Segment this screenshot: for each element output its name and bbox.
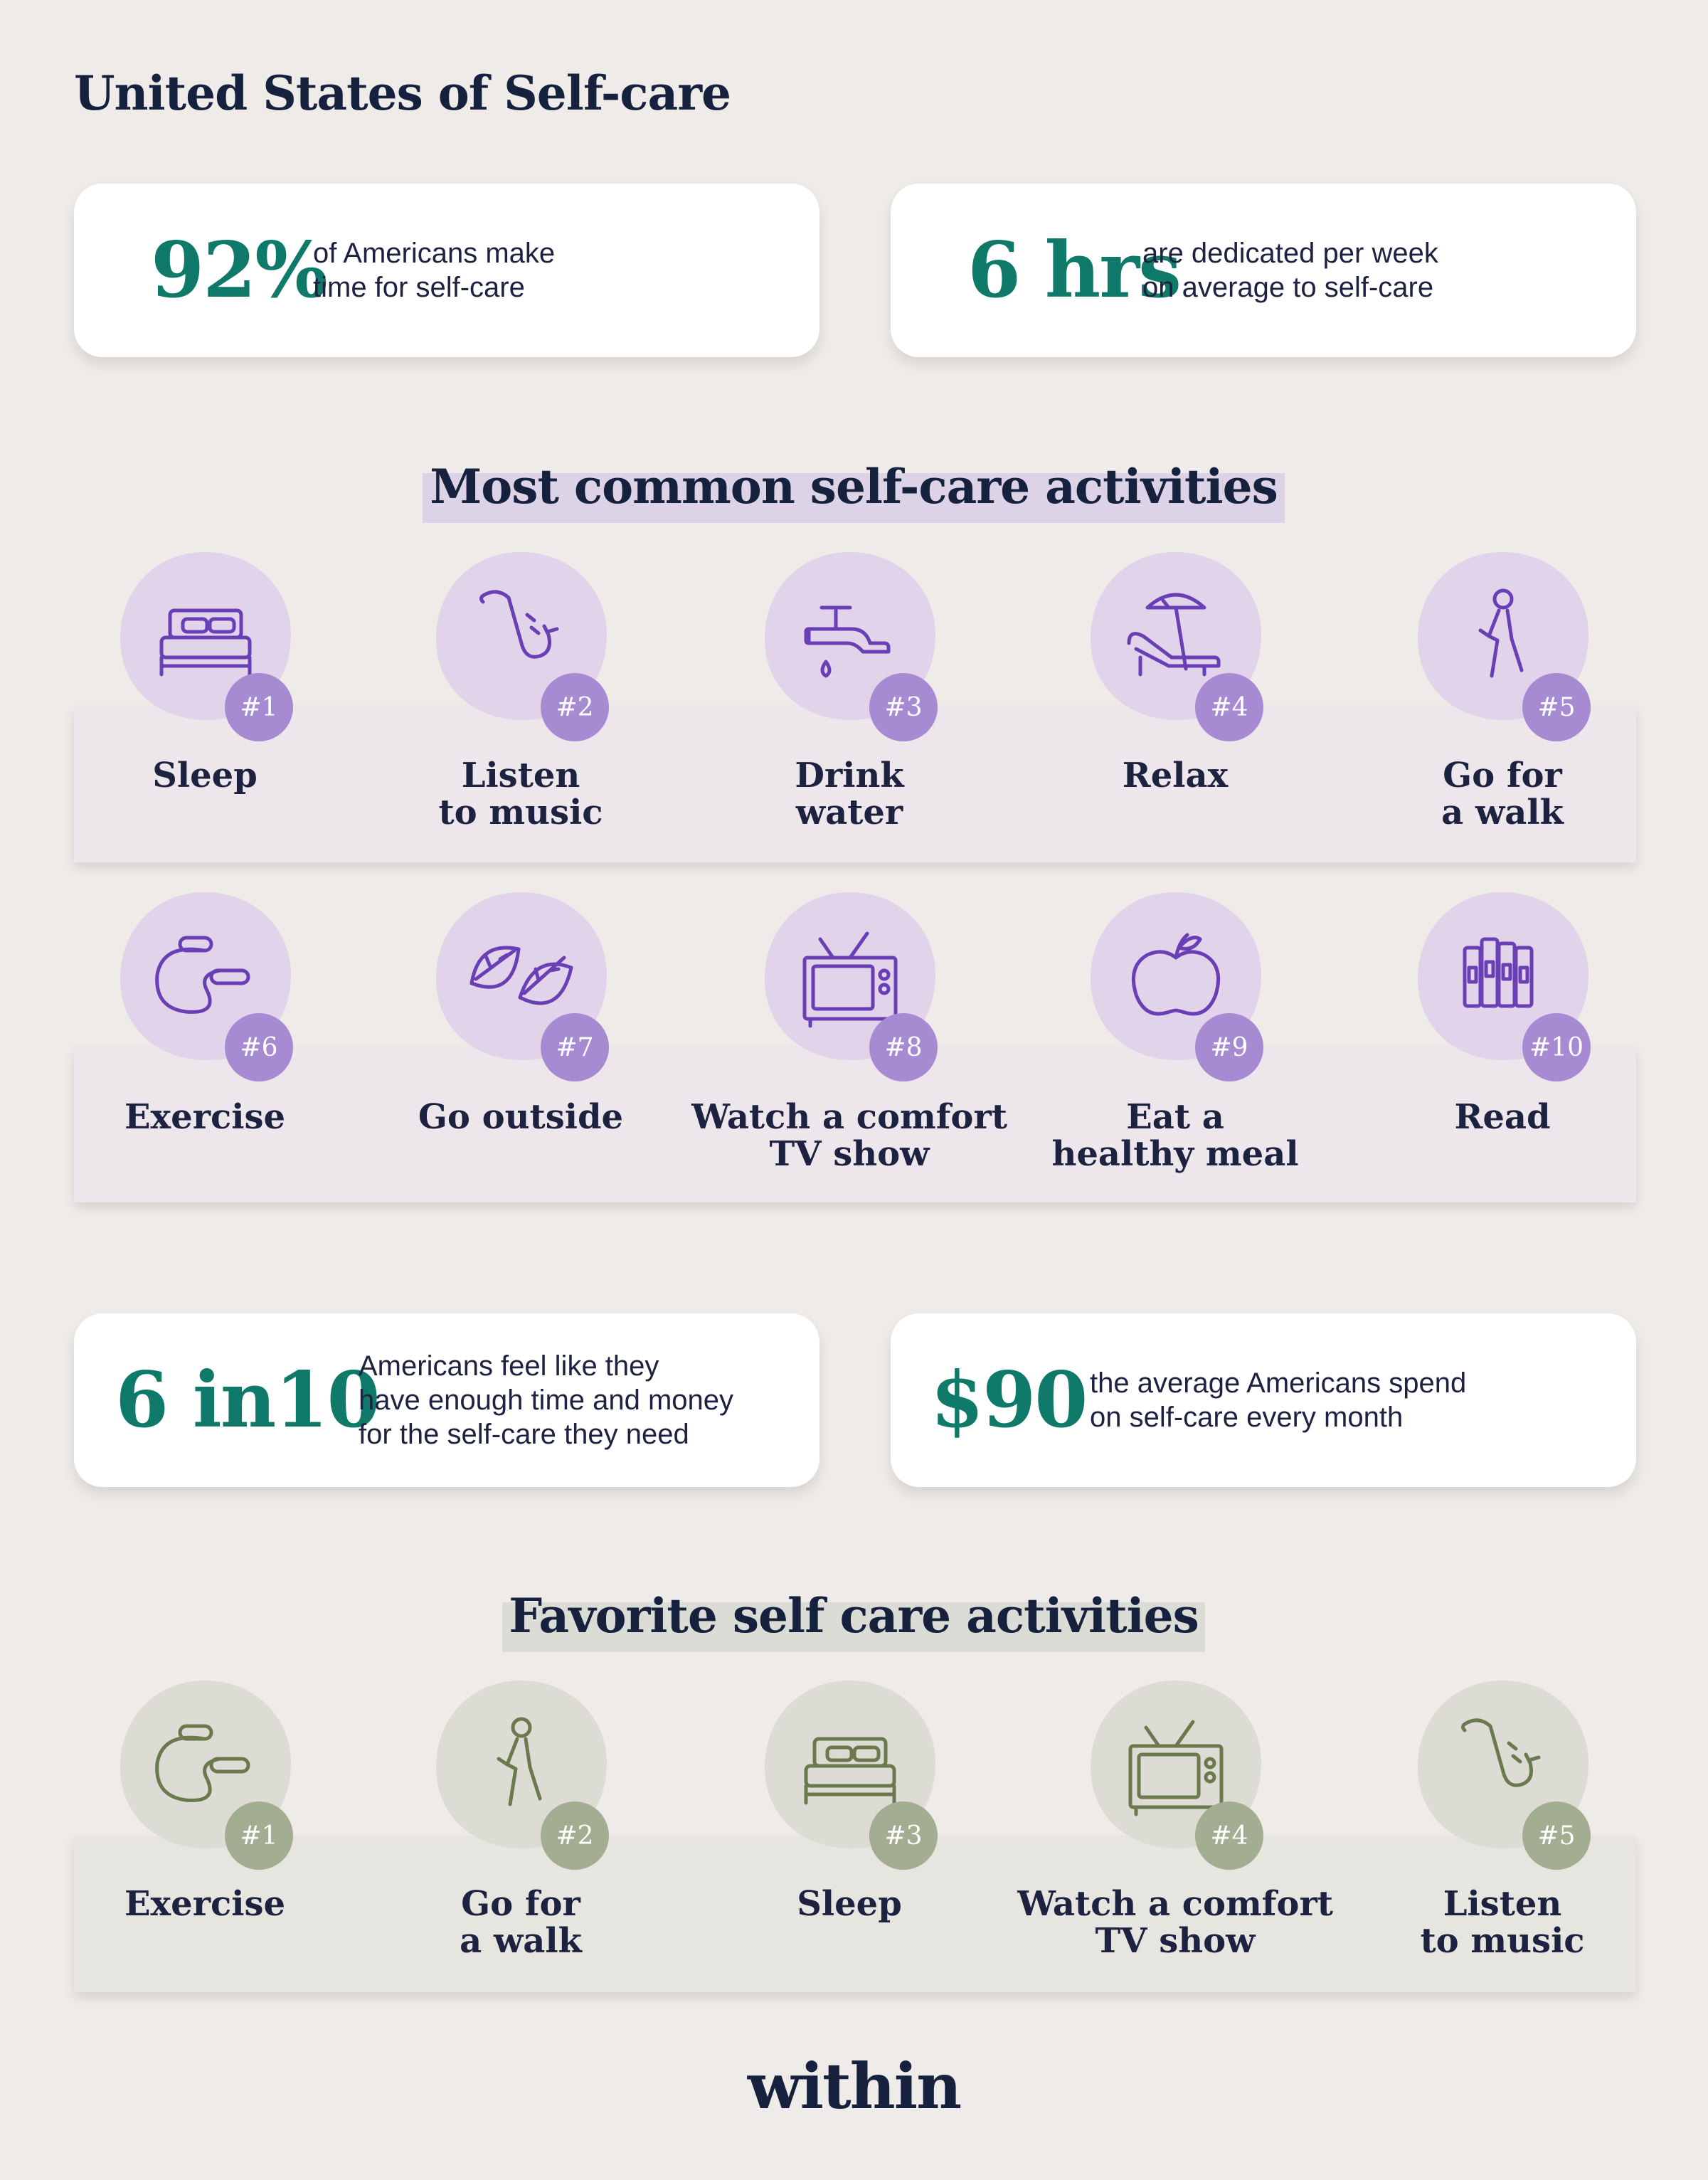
stat-description: are dedicated per week on average to sel… (1142, 184, 1438, 357)
faucet-icon (804, 605, 891, 678)
page-title: United States of Self-care (74, 65, 731, 121)
stat-description: Americans feel like they have enough tim… (359, 1313, 733, 1487)
section-heading-favorite: Favorite self care activities (502, 1588, 1205, 1652)
section-heading-text: Most common self-care activities (430, 459, 1278, 514)
rank-badge: #3 (869, 673, 938, 741)
activity-label: Sleep (797, 1884, 902, 1924)
stat-text-line: time for self-care (313, 272, 525, 303)
activity-label: Eat a healthy meal (1051, 1097, 1299, 1174)
beach-chair-icon (1127, 593, 1221, 677)
stat-text-line: on self-care every month (1090, 1402, 1404, 1433)
brand-logo: within (747, 2049, 962, 2123)
stat-text-line: are dedicated per week (1142, 238, 1438, 269)
activity-label: Relax (1122, 756, 1229, 795)
leaves-icon (470, 946, 573, 1005)
activity-label: Go outside (418, 1097, 624, 1137)
apple-icon (1131, 933, 1221, 1016)
stat-description: of Americans make time for self-care (313, 184, 555, 357)
rank-badge: #6 (225, 1013, 293, 1081)
section-heading-text: Favorite self care activities (509, 1588, 1199, 1644)
rank-badge: #7 (541, 1013, 609, 1081)
rank-badge: #5 (1522, 1801, 1591, 1870)
activity-label: Read (1454, 1097, 1551, 1137)
walking-person-icon (1478, 588, 1524, 678)
stat-text-line: have enough time and money (359, 1385, 734, 1416)
bed-icon (159, 608, 252, 677)
rank-badge: #10 (1522, 1013, 1591, 1081)
activity-label: Exercise (124, 1097, 286, 1137)
stat-text-line: Americans feel like they (359, 1350, 659, 1382)
rank-badge: #2 (541, 673, 609, 741)
saxophone-icon (1460, 1718, 1541, 1787)
stat-value: 6 hrs (967, 226, 1182, 315)
books-icon (1463, 937, 1534, 1008)
saxophone-icon (479, 590, 559, 659)
rank-badge: #1 (225, 673, 293, 741)
activity-label: Watch a comfort TV show (691, 1097, 1007, 1174)
walking-person-icon (497, 1717, 542, 1806)
rank-badge: #5 (1522, 673, 1591, 741)
stat-value: 92% (151, 226, 328, 315)
section-heading-most-common: Most common self-care activities (423, 459, 1285, 523)
stat-text-line: on average to self-care (1142, 272, 1434, 303)
activity-label: Listen to music (438, 756, 603, 832)
stat-card-monthly-spend: $90 the average Americans spend on self-… (891, 1313, 1636, 1487)
activity-band-favorite (74, 1836, 1636, 1992)
stat-card-self-care-percent: 92% of Americans make time for self-care (74, 184, 819, 357)
activity-band-row2 (74, 1046, 1636, 1202)
rank-badge: #4 (1195, 673, 1263, 741)
stat-text-line: of Americans make (313, 238, 556, 269)
activity-label: Go for a walk (1441, 756, 1564, 832)
rank-badge: #9 (1195, 1013, 1263, 1081)
rank-badge: #8 (869, 1013, 938, 1081)
stat-value: $90 (930, 1355, 1088, 1445)
activity-label: Sleep (152, 756, 258, 795)
rank-badge: #4 (1195, 1801, 1263, 1870)
rank-badge: #1 (225, 1801, 293, 1870)
jump-rope-icon (155, 1724, 250, 1802)
rank-badge: #2 (541, 1801, 609, 1870)
tv-icon (802, 931, 898, 1028)
stat-text-line: the average Americans spend (1090, 1367, 1467, 1399)
activity-label: Watch a comfort TV show (1017, 1884, 1333, 1961)
stat-value: 6 in10 (115, 1355, 381, 1445)
bed-icon (804, 1737, 896, 1805)
activity-label: Drink water (795, 756, 904, 832)
activity-label: Listen to music (1420, 1884, 1585, 1961)
stat-card-time-and-money: 6 in10 Americans feel like they have eno… (74, 1313, 819, 1487)
stat-text-line: for the self-care they need (359, 1419, 689, 1450)
rank-badge: #3 (869, 1801, 938, 1870)
jump-rope-icon (155, 936, 250, 1014)
activity-band-row1 (74, 706, 1636, 862)
tv-icon (1128, 1720, 1224, 1816)
activity-label: Exercise (124, 1884, 286, 1924)
stat-description: the average Americans spend on self-care… (1090, 1313, 1466, 1487)
activity-label: Go for a walk (460, 1884, 582, 1961)
stat-card-hours-per-week: 6 hrs are dedicated per week on average … (891, 184, 1636, 357)
